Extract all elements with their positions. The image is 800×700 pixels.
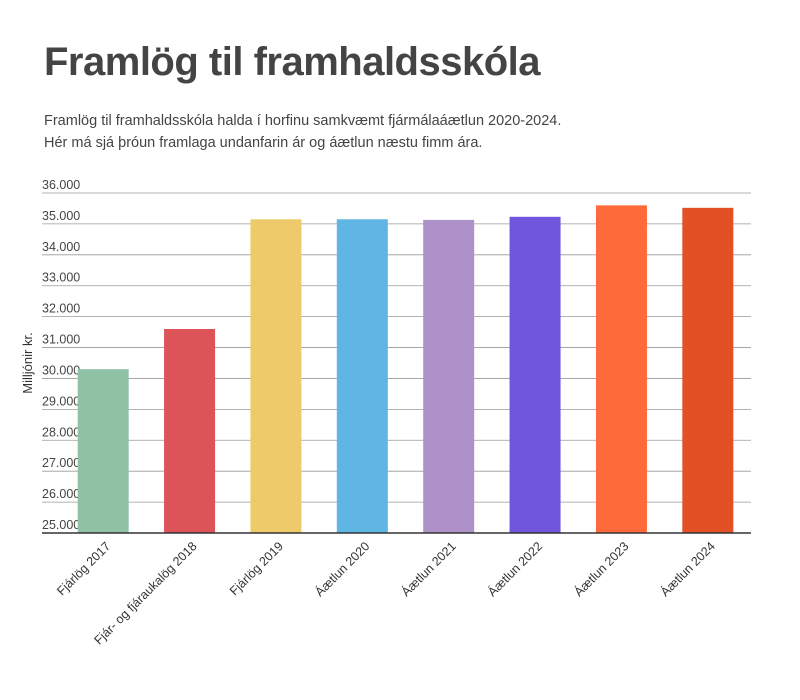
y-tick-label: 31.000 bbox=[42, 333, 80, 347]
y-tick-label: 34.000 bbox=[42, 240, 80, 254]
x-tick-label: Áætlun 2021 bbox=[398, 538, 459, 599]
y-tick-label: 28.000 bbox=[42, 425, 80, 439]
y-tick-label: 35.000 bbox=[42, 209, 80, 223]
y-tick-label: 33.000 bbox=[42, 271, 80, 285]
bar bbox=[682, 207, 734, 533]
y-tick-label: 29.000 bbox=[42, 394, 80, 408]
bars bbox=[77, 205, 734, 534]
x-tick-label: Fjárlög 2019 bbox=[227, 539, 286, 598]
bar bbox=[423, 219, 475, 533]
y-tick-label: 36.000 bbox=[42, 178, 80, 192]
bar bbox=[164, 329, 216, 533]
y-tick-label: 26.000 bbox=[42, 487, 80, 501]
x-tick-label: Áætlun 2023 bbox=[571, 538, 632, 599]
y-tick-label: 32.000 bbox=[42, 302, 80, 316]
bar bbox=[595, 205, 647, 533]
bar bbox=[250, 219, 302, 534]
chart-subtitle: Framlög til framhaldsskóla halda í horfi… bbox=[44, 113, 562, 151]
y-tick-label: 25.000 bbox=[42, 518, 80, 532]
x-tick-label: Fjárlög 2017 bbox=[54, 539, 113, 598]
y-tick-label: 27.000 bbox=[42, 456, 80, 470]
bar bbox=[509, 216, 561, 534]
y-tick-label: 30.000 bbox=[42, 363, 80, 377]
y-axis-label: Milljónir kr. bbox=[20, 332, 35, 393]
bar bbox=[77, 369, 129, 533]
y-axis-ticks: 25.000 26.000 27.000 28.000 29.000 30.000 31.0… bbox=[42, 178, 80, 532]
x-tick-label: Áætlun 2022 bbox=[484, 538, 545, 599]
x-tick-label: Áætlun 2024 bbox=[657, 538, 718, 599]
x-tick-label: Fjár- og fjáraukalög 2018 bbox=[92, 539, 200, 647]
chart-title: Framlög til framhaldsskóla bbox=[44, 40, 541, 84]
bar bbox=[336, 219, 388, 534]
x-tick-label: Áætlun 2020 bbox=[312, 538, 373, 599]
